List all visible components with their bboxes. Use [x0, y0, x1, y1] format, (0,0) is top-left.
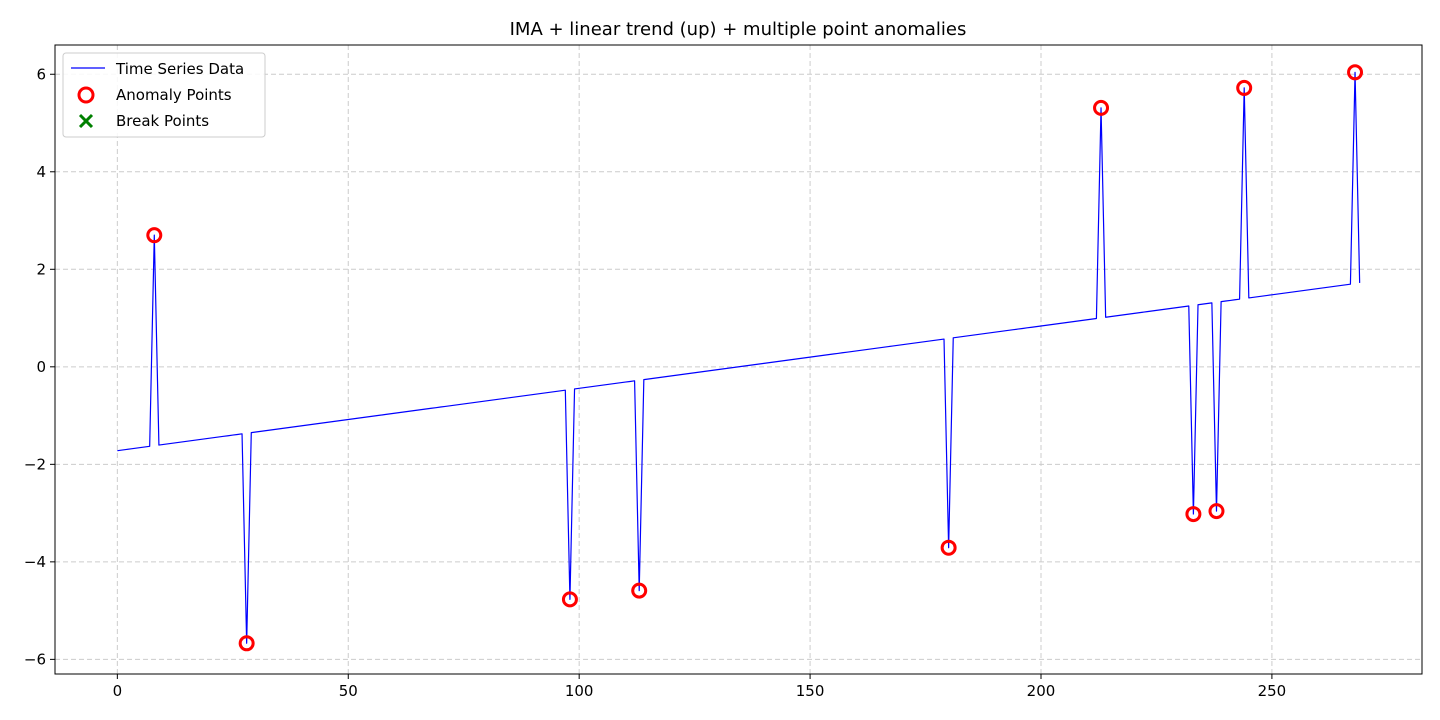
y-tick-label: 4 — [36, 163, 46, 181]
y-tick-label: −4 — [24, 553, 46, 571]
anomaly-point — [1093, 99, 1110, 116]
legend-box — [62, 52, 266, 138]
y-tick-label: 0 — [36, 358, 46, 376]
y-tick-label: −2 — [24, 455, 46, 473]
axes: 0 50 100 150 200 250 −6 −4 −2 0 2 4 6 — [24, 65, 1286, 700]
anomaly-markers — [146, 64, 1364, 652]
anomaly-point — [940, 539, 957, 556]
legend-anomaly-swatch — [77, 86, 95, 104]
anomaly-point — [1236, 79, 1253, 96]
anomaly-point — [146, 227, 163, 244]
chart-title: IMA + linear trend (up) + multiple point… — [510, 19, 967, 40]
time-series-line — [117, 71, 1361, 644]
x-tick-label: 200 — [1027, 682, 1056, 700]
legend: Time Series Data Anomaly Points Break Po… — [62, 52, 266, 138]
grid — [55, 45, 1422, 674]
legend-label-break: Break Points — [116, 112, 209, 130]
anomaly-point — [238, 635, 255, 652]
y-tick-label: 2 — [36, 260, 46, 278]
y-tick-label: 6 — [36, 65, 46, 83]
x-tick-label: 150 — [796, 682, 825, 700]
x-tick-label: 0 — [113, 682, 123, 700]
legend-label-time-series: Time Series Data — [115, 60, 244, 78]
anomaly-point — [631, 582, 648, 599]
x-tick-label: 250 — [1258, 682, 1287, 700]
legend-break-swatch — [78, 113, 94, 129]
anomaly-point — [1347, 64, 1364, 81]
x-tick-label: 50 — [339, 682, 358, 700]
x-tick-label: 100 — [565, 682, 594, 700]
plot-frame — [54, 44, 1423, 675]
legend-label-anomaly: Anomaly Points — [116, 86, 232, 104]
anomaly-point — [1185, 506, 1202, 523]
anomaly-point — [1208, 503, 1225, 520]
anomaly-point — [561, 591, 578, 608]
y-tick-label: −6 — [24, 650, 46, 668]
series-layer — [117, 71, 1361, 644]
